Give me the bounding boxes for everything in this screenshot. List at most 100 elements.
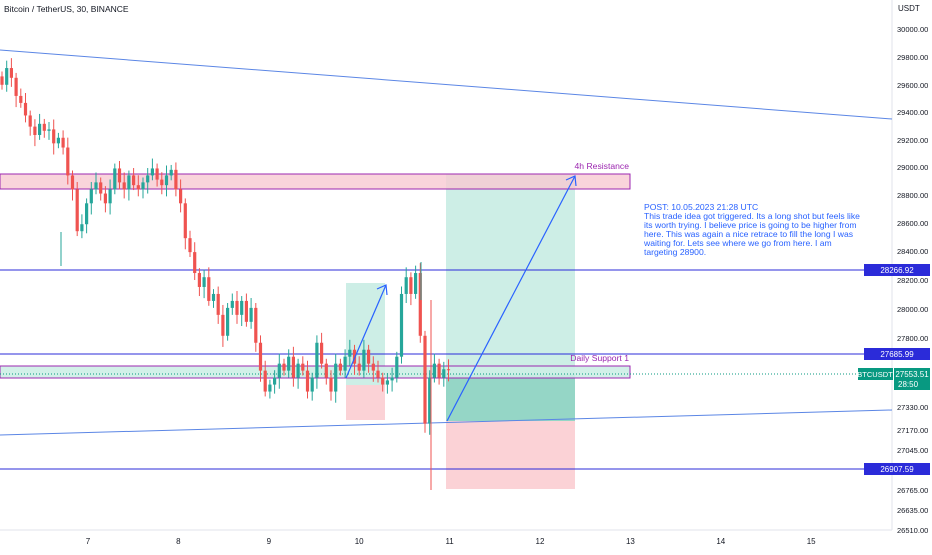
candle: [221, 304, 225, 347]
post-line: here. This was again a nice retrace to f…: [644, 229, 853, 239]
candle: [263, 360, 267, 397]
candle: [399, 286, 404, 364]
candle-body: [315, 342, 319, 378]
post-text: POST: 10.05.2023 21:28 UTC This trade id…: [643, 202, 862, 257]
candle-body: [305, 370, 310, 392]
candle: [244, 293, 248, 327]
time-axis-ticks: 7 8 9 10 11 12 13 14 15: [86, 537, 816, 546]
candle: [268, 379, 272, 399]
price-tick-label: 29400.00: [897, 108, 928, 117]
candle-body: [169, 169, 173, 176]
candle-body: [89, 189, 93, 204]
price-tick-label: 28800.00: [897, 191, 928, 200]
candle: [376, 360, 380, 383]
candle: [442, 361, 446, 387]
arrows-layer: [345, 175, 577, 422]
level-tag-26907[interactable]: 26907.59: [864, 463, 930, 475]
candle-body: [381, 377, 385, 385]
price-tick-label: 27170.00: [897, 426, 928, 435]
main-target-arrow-shaft[interactable]: [446, 175, 576, 422]
price-tick-label: 26765.00: [897, 486, 928, 495]
candle: [80, 214, 84, 239]
symbol-tag-box: [858, 368, 893, 380]
candle: [249, 297, 253, 329]
candle: [352, 344, 357, 375]
candle-body: [80, 224, 84, 232]
candle-body: [414, 273, 418, 294]
support-label: Daily Support 1: [570, 353, 629, 363]
main-target-arrow-head: [565, 175, 577, 187]
candle-body: [179, 189, 183, 204]
candle: [146, 168, 150, 194]
candle-body: [113, 168, 117, 190]
post-line: POST: 10.05.2023 21:28 UTC: [644, 202, 758, 212]
candle-body: [277, 363, 281, 378]
level-tag-27685[interactable]: 27685.99: [864, 348, 930, 360]
candle: [197, 268, 201, 297]
candle: [89, 181, 93, 215]
candle-body: [9, 68, 13, 78]
price-tick-label: 28600.00: [897, 219, 928, 228]
price-axis-currency: USDT: [898, 4, 920, 13]
candle: [47, 122, 51, 140]
candle-body: [211, 293, 216, 301]
candle-body: [99, 182, 103, 194]
candle-body: [376, 370, 380, 378]
price-tick-label: 29800.00: [897, 53, 928, 62]
candle-body: [193, 252, 197, 274]
candle: [258, 335, 263, 382]
price-tick-label: 27330.00: [897, 403, 928, 412]
candle-body: [42, 123, 46, 131]
candle-body: [263, 370, 267, 392]
zones-layer: [0, 173, 631, 489]
support-zone[interactable]: [0, 365, 631, 379]
price-tag-value: 27553.51: [895, 370, 929, 379]
candle-body: [150, 168, 154, 176]
candle: [329, 370, 333, 401]
level-tag-box: [864, 264, 930, 276]
price-tick-label: 26635.00: [897, 506, 928, 515]
candle: [409, 272, 413, 306]
candle-body: [132, 175, 136, 186]
descending-trend-line[interactable]: [0, 49, 893, 120]
small-target-arrow-shaft[interactable]: [345, 284, 387, 379]
candle-body: [47, 129, 51, 131]
candle-body: [202, 277, 206, 287]
candle: [432, 353, 436, 383]
candle-body: [268, 384, 272, 392]
long-position-loss-zone[interactable]: [446, 421, 575, 489]
time-tick-label: 8: [176, 537, 181, 546]
level-tag-box: [864, 463, 930, 475]
candle: [33, 119, 37, 147]
candle-body: [188, 238, 192, 253]
candle-body: [343, 356, 347, 371]
candle-body: [334, 363, 338, 392]
candle-body: [301, 363, 305, 371]
candle: [324, 358, 328, 385]
candle-body: [423, 335, 427, 424]
candle: [381, 372, 385, 392]
candle-body: [437, 363, 441, 378]
ascending-trend-line[interactable]: [0, 409, 893, 436]
current-price-tag[interactable]: BTCUSDT 27553.51 28:50: [857, 368, 930, 390]
candle: [117, 161, 122, 190]
candle-body: [230, 300, 234, 308]
candle-body: [226, 307, 230, 336]
small-position-loss-zone[interactable]: [346, 385, 385, 420]
candle: [446, 359, 451, 382]
candle: [61, 130, 65, 155]
candle-body: [0, 76, 4, 85]
candle-body: [428, 377, 432, 424]
candle-body: [385, 380, 389, 385]
candle: [310, 372, 314, 401]
small-target-arrow-head: [376, 284, 388, 296]
level-tag-28266[interactable]: 28266.92: [864, 264, 930, 276]
candle: [428, 370, 432, 435]
candle: [404, 267, 408, 304]
candle: [99, 177, 103, 201]
candle: [211, 289, 216, 308]
level-tag-value: 26907.59: [880, 465, 914, 474]
candle-body: [28, 115, 32, 127]
